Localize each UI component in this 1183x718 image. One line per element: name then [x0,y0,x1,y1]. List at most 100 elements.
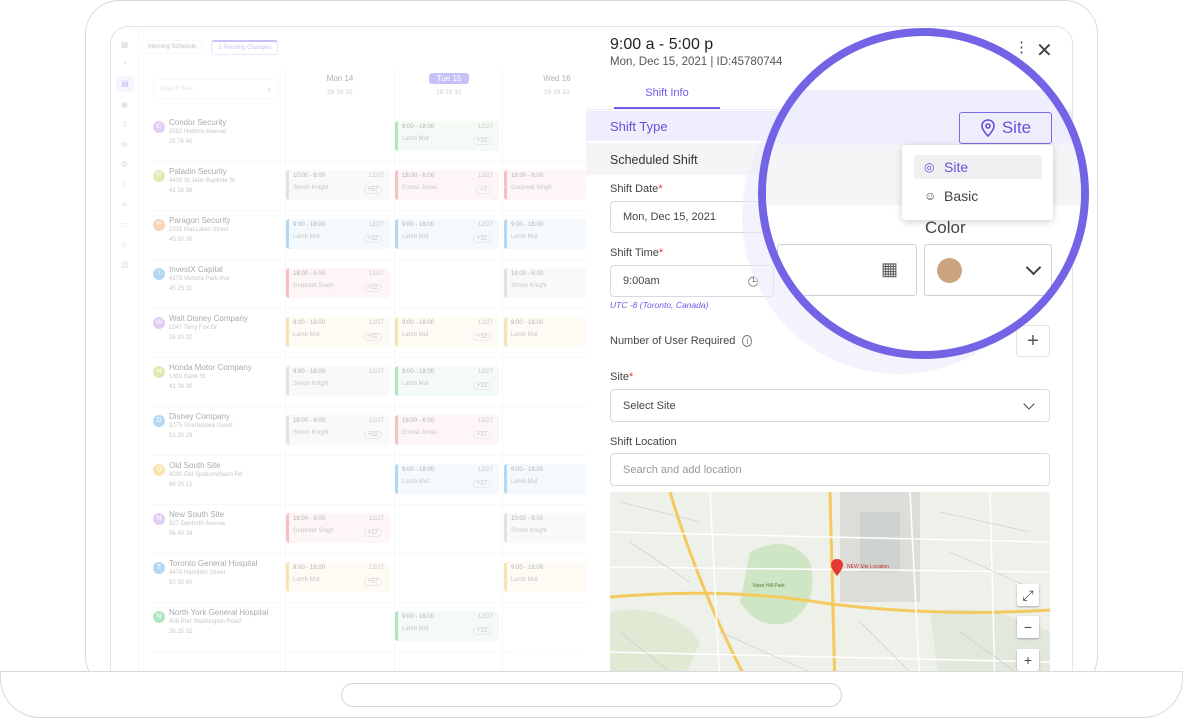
clock-icon: ◷ [747,273,759,288]
zoom-in-button[interactable]: + [1017,649,1039,671]
menu-option-basic[interactable]: ☺ Basic [914,184,1042,208]
shift-cell[interactable]: 18:00 - 6:00 12/27 Emma Jonas +37 [395,415,499,445]
site-stats: 41 26 30 [169,384,193,390]
site-row[interactable]: P Paladin Security 4400 St Jean Baptiste S… [151,162,608,211]
pin-icon[interactable]: ◉ [121,100,128,109]
site-row[interactable]: N North York General Hospital 406 Port Was… [151,603,586,652]
calendar-icon[interactable]: ▤ [116,76,134,92]
site-avatar: D [153,415,165,427]
required-asterisk: * [658,247,664,259]
mail-icon[interactable]: ✉ [121,140,128,149]
schedule-dropdown[interactable]: Morning Schedule [141,40,204,54]
shift-cell-extra: +17 [472,480,491,488]
required-asterisk: * [628,371,634,383]
shift-date-value: Mon, Dec 15, 2021 [623,211,716,223]
car-icon[interactable]: ▭ [120,220,129,229]
site-name: Paragon Security [169,216,231,225]
day-header[interactable]: Tue 15 29 29 32 [395,73,503,96]
site-row[interactable]: H Honda Motor Company 1300 Bank St 41 26 30… [151,358,586,407]
shift-cell[interactable]: 9:00 - 18:00 12/27 Lamb Mut +32 [395,317,499,347]
site-row[interactable]: C Condor Security 3592 Hodonx Avenue 25 76 … [151,113,586,162]
site-avatar: P [153,170,165,182]
close-icon[interactable]: ✕ [1036,40,1053,62]
color-select[interactable] [924,244,1052,296]
shift-cell-count: 12/27 [477,369,493,375]
shift-type-menu: ◎ Site ☺ Basic [902,145,1053,220]
shift-cell-count: 12/27 [368,369,384,375]
site-row[interactable]: O Old South Site 4200 Old Spallumcheen Rd 6… [151,456,608,505]
tab-shift-info[interactable]: Shift Info [614,87,720,109]
more-options-icon[interactable]: ⋮ [1014,39,1029,56]
clock-icon[interactable]: ◔ [122,59,127,68]
shift-cell-user: Simon Knight [293,185,329,191]
shift-time-label: Shift Time* [610,247,663,259]
column-divider [394,67,395,685]
pending-changes-button[interactable]: 2 Pending Changes [211,39,279,55]
shift-cell-extra: +57 [363,578,382,586]
shift-cell[interactable]: 18:00 - 6:00 12/27 Gurpreet Singh +17 [286,513,390,543]
shift-cell[interactable]: 9:00 - 18:00 12/27 Simon Knight [286,366,390,396]
menu-option-site[interactable]: ◎ Site [914,155,1042,179]
site-name: Condor Security [169,118,227,127]
info-icon[interactable]: i [742,335,753,347]
shift-cell-extra: +32 [472,235,491,243]
site-avatar: T [153,562,165,574]
day-meta: 29 29 32 [544,90,570,96]
user-icon: ☺ [924,189,937,203]
site-avatar: N [153,513,165,525]
site-row[interactable]: W Walt Disney Company 1047 Terry Fox Dr 26 … [151,309,608,358]
location-search-input[interactable]: Search and add location [610,453,1050,486]
shift-cell[interactable]: 18:00 - 6:00 12/27 Gurpreet Singh +22 [286,268,390,298]
grid-icon[interactable]: ▦ [120,40,129,49]
shift-type-button[interactable]: Site [959,112,1052,144]
scheduled-shift-label: Scheduled Shift [610,153,698,167]
site-row[interactable]: T Toronto General Hospital 4476 Hamilton S… [151,554,608,603]
zoom-out-button[interactable]: − [1017,616,1039,638]
gear-icon[interactable]: ⚙ [120,160,129,169]
end-date-field[interactable]: ▦ [777,244,917,296]
site-address: 327 Danforth Avenue [169,521,226,527]
shift-cell[interactable]: 9:00 - 18:00 12/27 Lamb Mut +32 [286,219,390,249]
shift-cell[interactable]: 9:00 - 18:00 12/27 Lamb Mut +57 [286,562,390,592]
fullscreen-icon[interactable]: ⤢ [1017,584,1039,606]
shift-cell[interactable]: 9:00 - 18:00 12/27 Lamb Mut +22 [395,611,499,641]
site-select[interactable]: Select Site [610,389,1050,422]
location-map[interactable]: NEW Site Location Nose Hill Park ⤢ − + [610,492,1050,686]
chevron-down-icon [1023,398,1035,410]
shift-cell[interactable]: 9:00 - 18:00 12/27 Lamb Mut +32 [286,317,390,347]
user-icon[interactable]: ☺ [120,240,129,249]
download-icon[interactable]: ⇩ [121,120,128,129]
shift-cell-user: Lamb Mut [293,332,320,338]
shift-cell[interactable]: 18:00 - 6:00 12/27 Simon Knight +32 [286,415,390,445]
shift-cell[interactable]: 10:00 - 6:00 12/27 Simon Knight +57 [286,170,390,200]
site-row[interactable]: P Paragon Security 3331 MacLaren Street 45 … [151,211,608,260]
shift-cell[interactable]: 18:00 - 6:00 12/27 Emma Jonas +2 [395,170,499,200]
shift-cell-extra: +22 [363,284,382,292]
shift-start-time-field[interactable]: 9:00am ◷ [610,265,774,297]
shift-cell-extra: +12 [472,137,491,145]
site-address: 3592 Hodonx Avenue [169,129,227,135]
shift-cell-extra: +32 [363,333,382,341]
shift-cell[interactable]: 9:00 - 18:00 12/27 Lamb Mut +17 [395,464,499,494]
shift-cell[interactable]: 9:00 - 18:00 12/27 Lamb Mut +22 [395,366,499,396]
site-row[interactable]: I InvestX Capital 4178 Victoria Park Ave 45… [151,260,608,309]
day-header[interactable]: Mon 14 29 29 32 [286,73,394,96]
site-search-input[interactable]: Search Site... ⌕ [153,79,279,99]
calendar-icon[interactable]: ▦ [880,259,898,279]
shift-cell-user: Simon Knight [511,528,547,534]
day-header[interactable]: Wed 16 29 29 32 [503,73,611,96]
shield-icon[interactable]: ◊ [122,180,127,189]
shift-cell[interactable]: 9:00 - 18:00 12/27 Lamb Mut +12 [395,121,499,151]
shift-cell[interactable]: 9:00 - 18:00 12/27 Lamb Mut +32 [395,219,499,249]
site-row[interactable]: D Disney Company 3175 Sherbrooke Ouest 51 2… [151,407,586,456]
timezone-note: UTC -8 (Toronto, Canada) [610,300,709,310]
shift-cell-time: 9:00 - 18:00 [511,222,544,228]
map-canvas[interactable]: NEW Site Location Nose Hill Park [610,492,1050,686]
report-icon[interactable]: ▥ [120,260,129,269]
list-icon[interactable]: ≡ [122,200,127,209]
shift-cell-extra: +32 [363,431,382,439]
site-avatar: C [153,121,165,133]
increment-users-button[interactable]: + [1016,325,1050,357]
site-row[interactable]: N New South Site 327 Danforth Avenue 56 40 … [151,505,608,554]
shift-cell-user: Simon Knight [293,381,329,387]
